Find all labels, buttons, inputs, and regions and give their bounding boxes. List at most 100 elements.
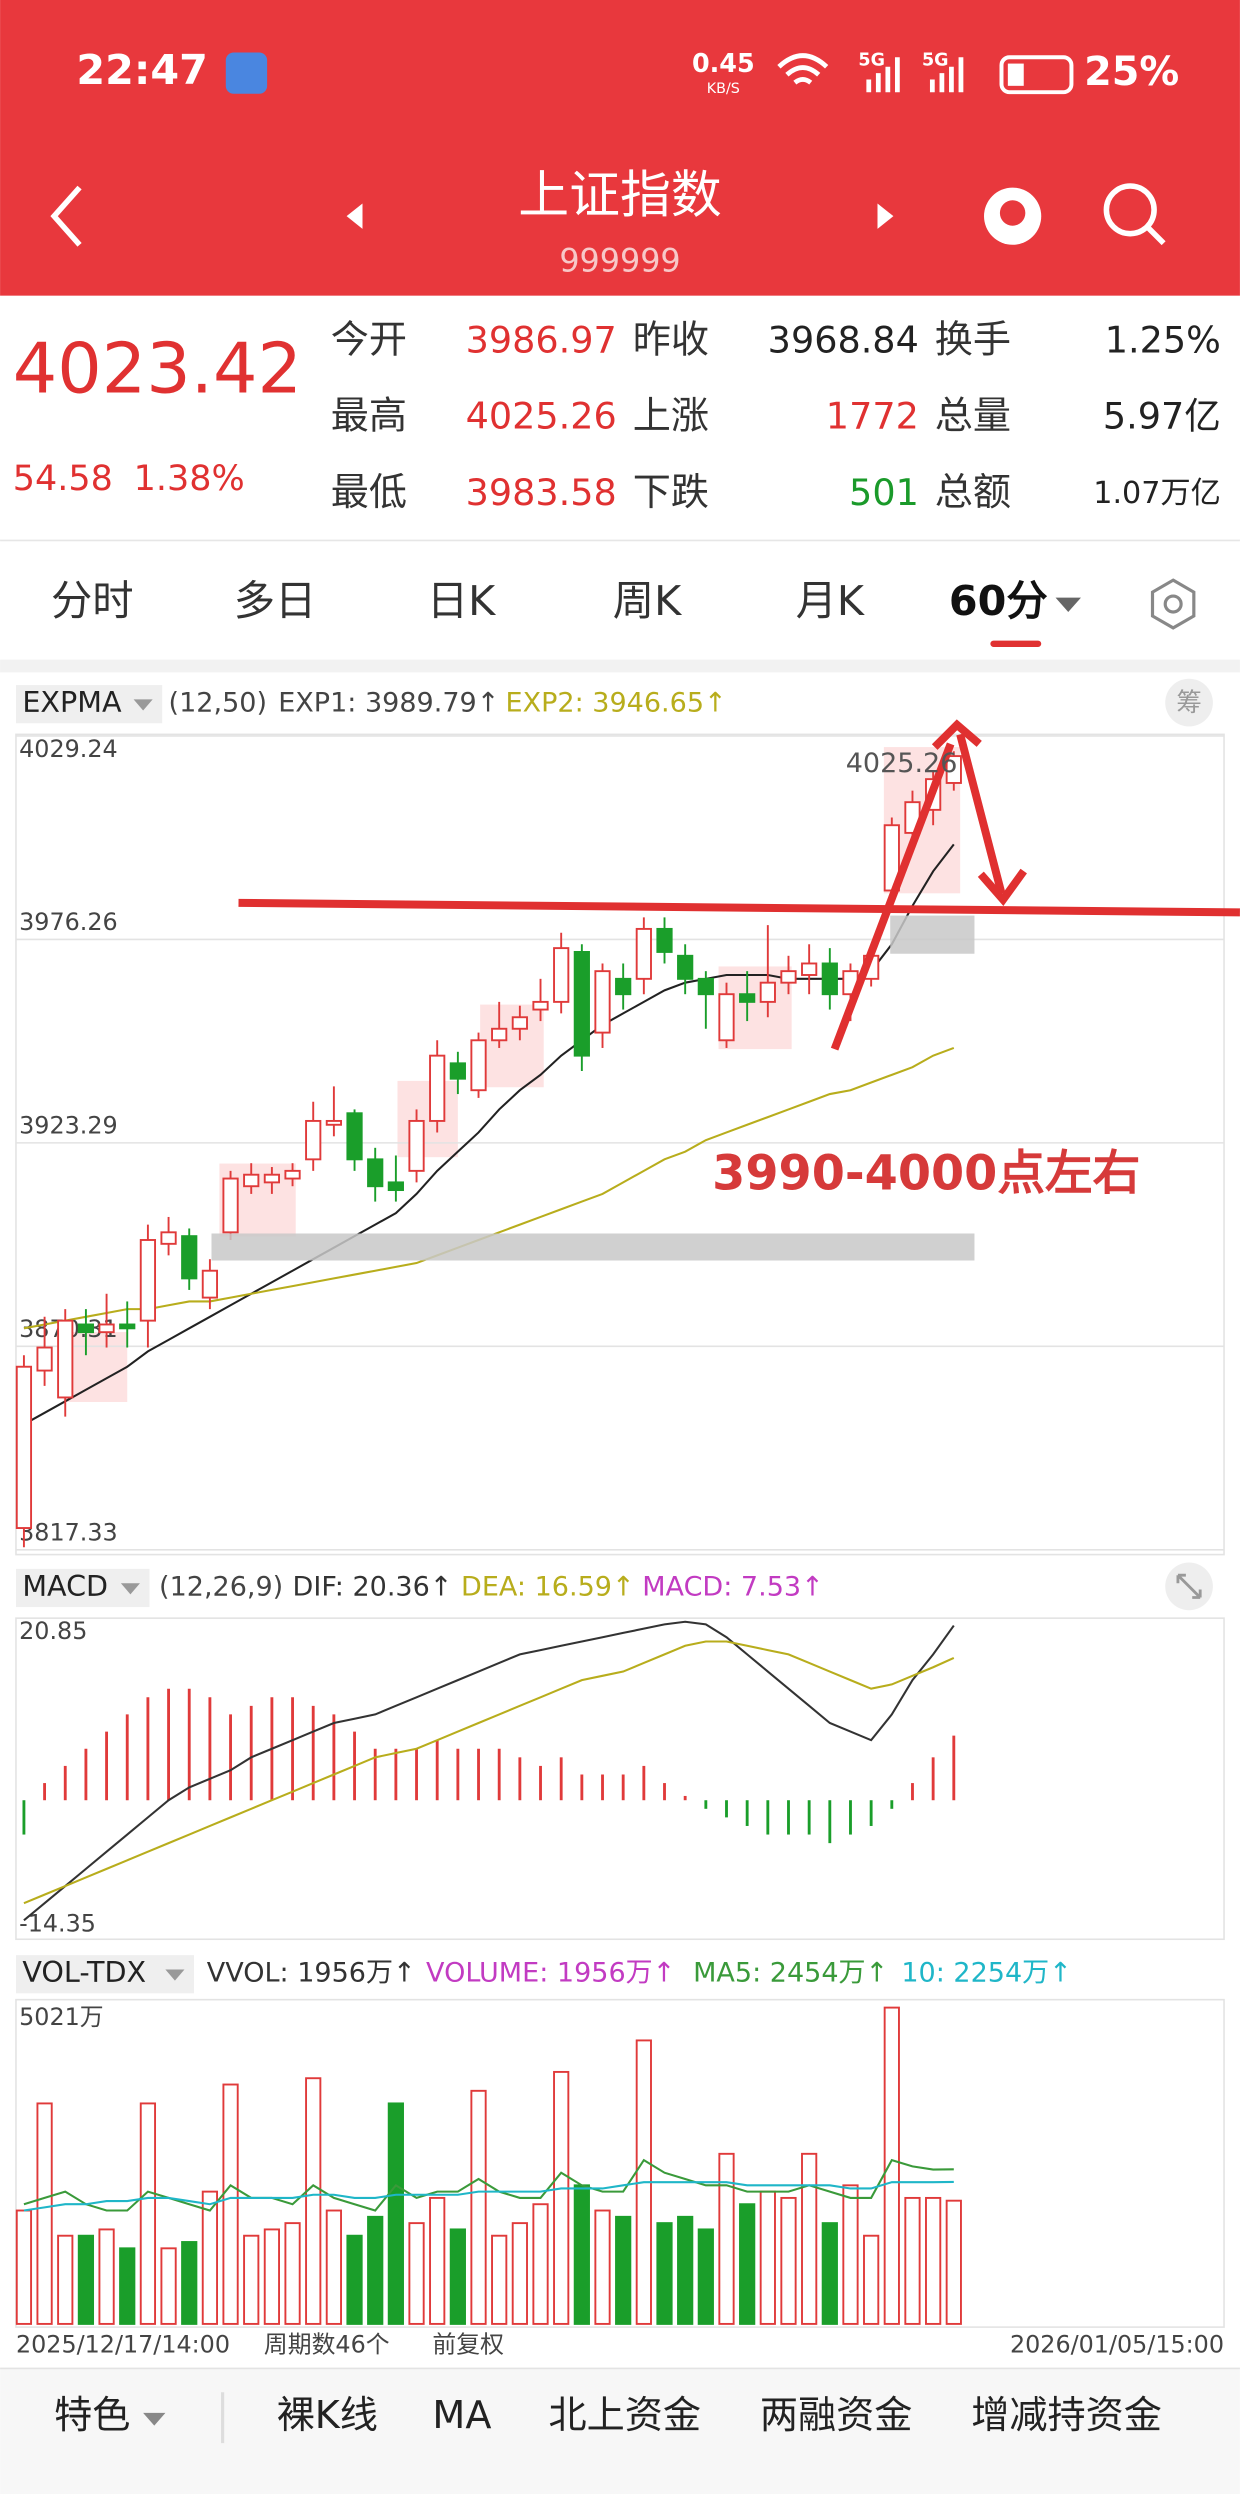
volume-bar (511, 2222, 528, 2325)
legend: 10: 2254万↑ (901, 1958, 1071, 1989)
candle-body (511, 1016, 528, 1030)
candle-body (594, 970, 611, 1034)
nav-items: 特色 裸K线 MA 北上资金 两融资金 增减持资金 (54, 2393, 1162, 2437)
candle-body (739, 993, 756, 1003)
volume-bar (284, 2222, 301, 2325)
candle-body (325, 1119, 342, 1126)
volume-bar (491, 2234, 508, 2325)
support-box (211, 1233, 975, 1261)
legend: VVOL: 1956万↑ (207, 1958, 416, 1989)
volume-bar (263, 2228, 280, 2325)
line (23, 2180, 954, 2212)
indicator: EXPMA (22, 685, 122, 719)
legend: MACD: 7.53↑ (642, 1571, 823, 1602)
time: 22:47 (76, 46, 208, 94)
volume-bar (739, 2203, 756, 2325)
note: 3990-4000点左右 (712, 1146, 1140, 1201)
signal-label: 5G (922, 50, 948, 70)
signal-icon (866, 57, 900, 93)
volume-bar (367, 2215, 384, 2325)
high-label: 4025.26 (846, 748, 958, 779)
nav-item[interactable]: MA (432, 2393, 491, 2437)
candle-body (677, 954, 694, 980)
annotations: 4025.26 3990-4000点左右 (211, 719, 1240, 1261)
change: 54.58 (13, 459, 113, 499)
header-bg (0, 0, 1240, 296)
value: 4025.26 (466, 395, 617, 438)
tab[interactable]: 月K (796, 577, 865, 625)
search-handle (1145, 225, 1166, 246)
net-unit: KB/S (707, 81, 740, 97)
tab[interactable]: 分时 (51, 577, 134, 625)
nav-item[interactable]: 增减持资金 (971, 2393, 1162, 2437)
volume-bar (697, 2228, 714, 2325)
nav-item[interactable]: 裸K线 (277, 2393, 378, 2437)
label: 下跌 (633, 470, 709, 514)
candle-body (305, 1119, 322, 1161)
candle-body (945, 755, 962, 784)
legend: DIF: 20.36↑ (293, 1571, 453, 1602)
indicator-button[interactable] (15, 1955, 195, 1994)
tab-active[interactable]: 60分 (949, 577, 1048, 625)
prev-button[interactable] (346, 203, 363, 229)
volume-bar (594, 2209, 611, 2325)
tab[interactable]: 日K (427, 577, 496, 625)
candle-body (77, 1323, 95, 1334)
volume-bar (243, 2234, 260, 2325)
value: 5.97亿 (1103, 395, 1221, 438)
volume-bar (160, 2247, 177, 2325)
label: 昨收 (633, 317, 709, 361)
nav-item[interactable]: 两融资金 (760, 2393, 913, 2437)
next-button[interactable] (877, 203, 894, 229)
volume-bar (119, 2247, 136, 2325)
candle-body (222, 1177, 239, 1234)
candle-body (263, 1173, 280, 1184)
tab[interactable]: 多日 (234, 577, 317, 625)
chip-label: 筹 (1176, 687, 1201, 717)
legend: VOLUME: 1956万↑ (426, 1958, 675, 1989)
candle-body (429, 1054, 446, 1122)
period-count: 周期数46个 (264, 2331, 390, 2359)
candle-body (139, 1239, 157, 1322)
back-button[interactable] (50, 185, 82, 247)
candle-body (408, 1119, 425, 1172)
battery-level (1007, 63, 1024, 86)
chip-button[interactable] (1165, 678, 1213, 727)
volume-bar (759, 2190, 776, 2325)
volume-bar (449, 2228, 466, 2325)
end-date: 2026/01/05/15:00 (1010, 2331, 1224, 2359)
volume-bar (429, 2196, 446, 2325)
label: 今开 (331, 317, 407, 361)
candle-body (181, 1235, 198, 1280)
volume-bar (821, 2222, 838, 2325)
settings-button[interactable] (1150, 578, 1196, 630)
candle-body (160, 1231, 177, 1245)
search-button[interactable] (1103, 183, 1157, 237)
nav-item[interactable]: 特色 (54, 2393, 130, 2437)
y-tick-label: 4029.24 (19, 735, 118, 763)
vol-chart: 5021万 (15, 2003, 962, 2325)
volume-bar (780, 2196, 797, 2325)
candle-body (759, 981, 776, 1003)
value: 1.07万亿 (1093, 476, 1221, 511)
legend: MA5: 2454万↑ (693, 1958, 888, 1989)
battery-icon (999, 55, 1074, 95)
adjust: 前复权 (432, 2331, 504, 2359)
nav-item[interactable]: 北上资金 (548, 2393, 701, 2437)
line (23, 1620, 955, 1922)
volume-bar (677, 2215, 694, 2325)
wifi-icon (777, 53, 829, 85)
net-speed: 0.45 (692, 48, 755, 78)
indicator: VOL-TDX (22, 1955, 146, 1989)
tab[interactable]: 周K (613, 577, 682, 625)
y-tick-label: 20.85 (19, 1617, 87, 1645)
legend: EXP2: 3946.65↑ (506, 688, 727, 719)
volume-bar (863, 2234, 880, 2325)
candle-body (387, 1181, 404, 1192)
change-pct: 1.38% (134, 459, 245, 499)
legend: EXP1: 3989.79↑ (278, 688, 499, 719)
value: 3983.58 (466, 471, 617, 514)
tab-dropdown[interactable] (1055, 597, 1081, 612)
